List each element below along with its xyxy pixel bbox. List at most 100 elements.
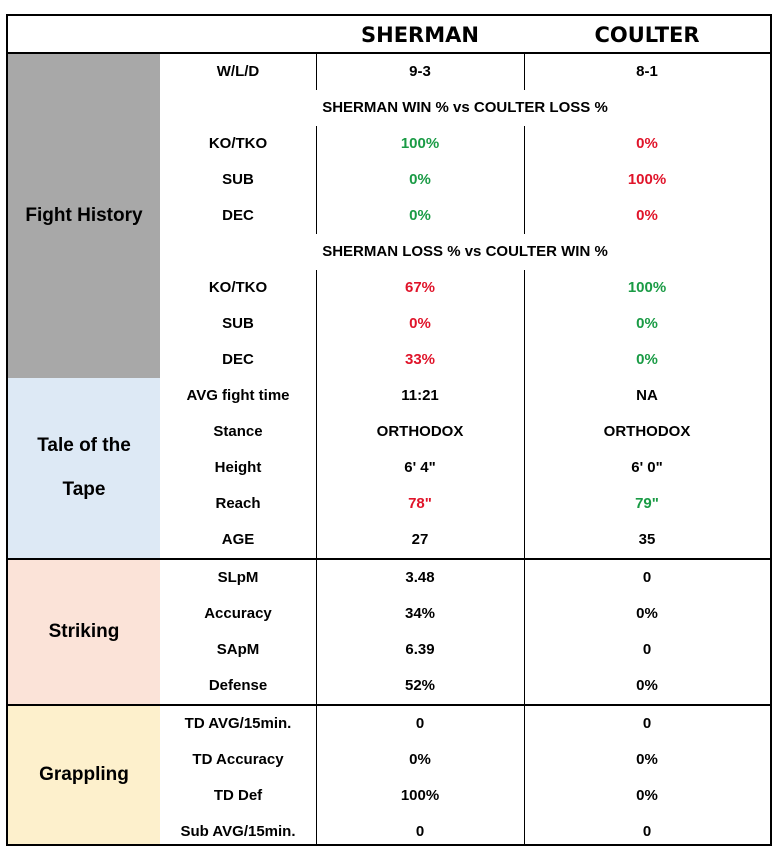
divider xyxy=(316,706,317,844)
left-value: 52% xyxy=(404,677,436,694)
left-value: 100% xyxy=(400,135,440,152)
right-value: 0 xyxy=(642,715,652,732)
tape-row: AVG fight time 11:21 NA xyxy=(160,378,770,414)
comparison-card: SHERMAN COULTER Fight History W/L/D 9-3 … xyxy=(6,14,772,846)
row-label: KO/TKO xyxy=(208,279,268,296)
grappling-row: Sub AVG/15min. 0 0 xyxy=(160,814,770,850)
left-value: 67% xyxy=(404,279,436,296)
left-value: 0% xyxy=(409,315,431,332)
divider xyxy=(316,270,317,378)
row-label: SUB xyxy=(222,315,254,332)
right-value: 0% xyxy=(636,677,658,694)
right-value: 79" xyxy=(635,495,659,512)
header-row: SHERMAN COULTER xyxy=(8,16,770,54)
left-value: 11:21 xyxy=(401,387,439,404)
row-label: Accuracy xyxy=(204,605,272,622)
row-label: Stance xyxy=(213,423,263,440)
row-label: DEC xyxy=(222,207,254,224)
right-value: 0% xyxy=(636,751,658,768)
right-value: ORTHODOX xyxy=(603,423,691,440)
left-value: 78" xyxy=(408,495,432,512)
win-row: KO/TKO 100% 0% xyxy=(160,126,770,162)
win-row: DEC 0% 0% xyxy=(160,198,770,234)
row-label: Sub AVG/15min. xyxy=(180,823,296,840)
row-label: DEC xyxy=(222,351,254,368)
loss-row: DEC 33% 0% xyxy=(160,342,770,378)
grappling-title: Grappling xyxy=(8,706,160,844)
striking-section: Striking SLpM 3.48 0 Accuracy 34% 0% SAp… xyxy=(8,558,770,704)
right-value: 0% xyxy=(636,787,658,804)
left-value: ORTHODOX xyxy=(376,423,464,440)
tale-of-tape-section: Tale of the Tape AVG fight time 11:21 NA… xyxy=(8,378,770,558)
row-label: Reach xyxy=(215,495,261,512)
right-value: 35 xyxy=(638,531,656,548)
left-value: 3.48 xyxy=(405,569,435,586)
left-value: 27 xyxy=(411,531,429,548)
row-label: W/L/D xyxy=(216,63,260,80)
row-label: AGE xyxy=(221,531,255,548)
loss-row: SUB 0% 0% xyxy=(160,306,770,342)
left-value: 100% xyxy=(400,787,440,804)
striking-row: SLpM 3.48 0 xyxy=(160,560,770,596)
right-value: 0% xyxy=(636,207,658,224)
left-value: 9-3 xyxy=(409,63,431,80)
right-value: 0% xyxy=(636,135,658,152)
loss-row: KO/TKO 67% 100% xyxy=(160,270,770,306)
divider xyxy=(316,126,317,234)
left-value: 0 xyxy=(415,715,425,732)
row-label: KO/TKO xyxy=(208,135,268,152)
striking-row: SApM 6.39 0 xyxy=(160,632,770,668)
fighter-right-name: COULTER xyxy=(594,23,700,47)
tape-title-line2: Tape xyxy=(62,479,106,500)
divider xyxy=(524,706,525,844)
grappling-row: TD Accuracy 0% 0% xyxy=(160,742,770,778)
row-label: Height xyxy=(214,459,262,476)
right-value: 0% xyxy=(636,351,658,368)
fighter-left-name: SHERMAN xyxy=(361,23,479,47)
left-value: 34% xyxy=(404,605,436,622)
row-label: TD Accuracy xyxy=(192,751,284,768)
tape-row: Reach 78" 79" xyxy=(160,486,770,522)
divider xyxy=(524,560,525,704)
striking-title: Striking xyxy=(8,560,160,704)
left-value: 6' 4" xyxy=(404,459,436,476)
row-label: Defense xyxy=(208,677,268,694)
right-value: 0 xyxy=(642,823,652,840)
row-label: SUB xyxy=(222,171,254,188)
left-value: 0 xyxy=(415,823,425,840)
striking-row: Accuracy 34% 0% xyxy=(160,596,770,632)
row-label: SApM xyxy=(216,641,260,658)
fight-history-section: Fight History W/L/D 9-3 8-1 SHERMAN WIN … xyxy=(8,54,770,378)
left-value: 6.39 xyxy=(405,641,435,658)
divider xyxy=(316,378,317,558)
left-value: 33% xyxy=(404,351,436,368)
right-value: 100% xyxy=(627,279,667,296)
row-label: TD Def xyxy=(213,787,263,804)
tape-row: AGE 27 35 xyxy=(160,522,770,558)
right-value: 0% xyxy=(636,315,658,332)
grappling-section: Grappling TD AVG/15min. 0 0 TD Accuracy … xyxy=(8,704,770,844)
right-value: 0 xyxy=(642,569,652,586)
fight-history-title: Fight History xyxy=(8,54,160,378)
divider xyxy=(524,378,525,558)
grappling-row: TD Def 100% 0% xyxy=(160,778,770,814)
right-value: 6' 0" xyxy=(631,459,663,476)
left-value: 0% xyxy=(409,751,431,768)
divider xyxy=(316,560,317,704)
win-row: SUB 0% 100% xyxy=(160,162,770,198)
tape-row: Stance ORTHODOX ORTHODOX xyxy=(160,414,770,450)
divider xyxy=(316,54,317,90)
row-label: TD AVG/15min. xyxy=(184,715,292,732)
tape-title-line1: Tale of the xyxy=(37,435,131,456)
divider xyxy=(524,270,525,378)
tale-of-tape-title: Tale of the Tape xyxy=(8,378,160,558)
tape-row: Height 6' 4" 6' 0" xyxy=(160,450,770,486)
divider xyxy=(524,126,525,234)
loss-subheader: SHERMAN LOSS % vs COULTER WIN % xyxy=(322,243,608,260)
record-row: W/L/D 9-3 8-1 xyxy=(160,54,770,90)
right-value: NA xyxy=(636,387,658,404)
striking-row: Defense 52% 0% xyxy=(160,668,770,704)
row-label: AVG fight time xyxy=(186,387,290,404)
left-value: 0% xyxy=(409,171,431,188)
right-value: 8-1 xyxy=(636,63,658,80)
